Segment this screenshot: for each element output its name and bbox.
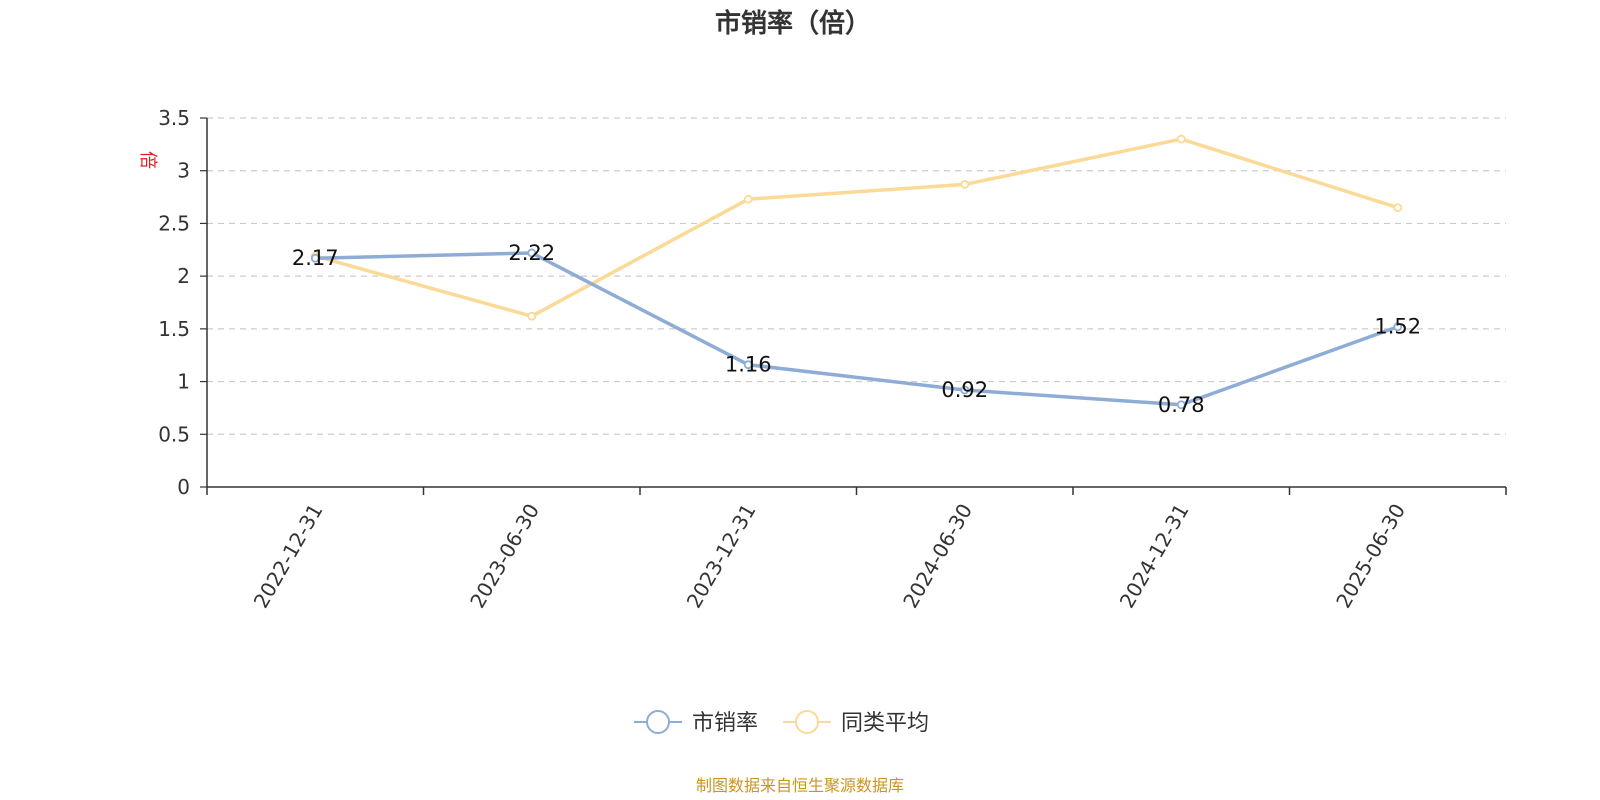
data-label: 1.52 — [1374, 315, 1421, 339]
y-axis-unit: 倍 — [137, 151, 158, 169]
y-tick-label: 3.5 — [158, 106, 190, 130]
data-point[interactable] — [310, 253, 320, 263]
data-point[interactable] — [743, 194, 753, 204]
gridlines — [207, 117, 1506, 435]
data-label: 0.92 — [941, 378, 988, 402]
data-labels: 2.17 2.22 1.16 0.92 0.78 1.52 — [292, 241, 1421, 417]
data-point[interactable] — [960, 180, 970, 189]
y-tick-label: 1 — [177, 370, 190, 394]
legend[interactable]: 市销率 同类平均 — [634, 710, 929, 736]
series-line-0 — [315, 251, 1399, 407]
y-tick-label: 1.5 — [158, 317, 190, 341]
data-label: 2.17 — [292, 246, 339, 270]
x-tick-label: 2025-06-30 — [1331, 500, 1410, 613]
x-tick-label: 2024-06-30 — [898, 500, 977, 613]
legend-label: 市销率 — [692, 711, 758, 736]
y-tick-label: 0.5 — [158, 422, 190, 446]
data-point[interactable] — [1393, 322, 1403, 332]
data-point[interactable] — [743, 360, 753, 370]
y-tick-label: 2 — [177, 264, 190, 288]
source-note: 制图数据来自恒生聚源数据库 — [696, 776, 904, 795]
y-tick-label: 3 — [177, 159, 190, 183]
legend-circle-icon — [646, 710, 670, 734]
legend-label: 同类平均 — [841, 711, 929, 736]
data-point[interactable] — [960, 385, 970, 395]
x-tick-label: 2024-12-31 — [1115, 500, 1194, 613]
y-tick-labels: 0 0.5 1 1.5 2 2.5 3 3.5 — [158, 106, 190, 499]
x-tick-label: 2023-12-31 — [682, 500, 761, 613]
legend-item-0[interactable]: 市销率 — [634, 710, 758, 736]
chart-title: 市销率（倍） — [715, 8, 871, 39]
data-label: 0.78 — [1158, 393, 1205, 417]
x-tick-labels: 2022-12-31 2023-06-30 2023-12-31 2024-06-30… — [249, 500, 1410, 613]
y-tick-label: 2.5 — [158, 211, 190, 235]
data-point[interactable] — [527, 311, 537, 321]
y-tick-label: 0 — [177, 475, 190, 499]
data-label: 2.22 — [508, 241, 555, 265]
legend-item-1[interactable]: 同类平均 — [783, 710, 929, 736]
axes — [200, 117, 1507, 495]
data-point[interactable] — [1176, 400, 1186, 410]
series-line-1 — [314, 137, 1399, 318]
data-point[interactable] — [527, 248, 537, 258]
series-lines — [310, 134, 1403, 410]
data-point[interactable] — [1176, 134, 1186, 144]
data-point[interactable] — [1393, 203, 1403, 213]
x-tick-label: 2022-12-31 — [249, 500, 328, 613]
x-tick-label: 2023-06-30 — [465, 500, 544, 613]
legend-circle-icon — [795, 710, 819, 734]
data-label: 1.16 — [725, 353, 772, 377]
